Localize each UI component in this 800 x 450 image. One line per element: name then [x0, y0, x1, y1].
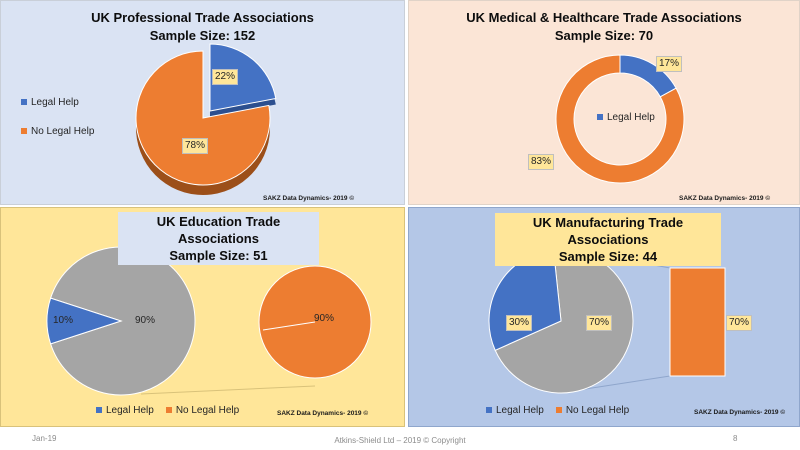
chart-title-box: UK Education Trade Associations Sample S…	[118, 212, 319, 265]
pie-slice-no-legal-help	[49, 246, 196, 396]
credit-text: SAKZ Data Dynamics- 2019 ©	[679, 195, 771, 202]
chart-title: UK Education Trade Associations	[156, 214, 281, 246]
legend-swatch	[555, 407, 562, 414]
legend-swatch	[96, 407, 102, 414]
legend: Legal Help No Legal Help	[486, 405, 641, 416]
doughnut-segment-no-legal-help	[555, 54, 685, 184]
legend-swatch	[597, 114, 603, 121]
legend-swatch	[165, 407, 172, 414]
legend-label: No Legal Help	[31, 126, 95, 137]
legend: Legal Help No Legal Help	[96, 405, 251, 416]
data-label-legal-help: 22%	[212, 69, 239, 85]
secondary-pie-divider	[262, 321, 316, 331]
legend-item-no-legal-help: No Legal Help	[21, 126, 94, 137]
chart-panel-medical: UK Medical & Healthcare Trade Associatio…	[408, 0, 800, 205]
legend-label: Legal Help	[31, 97, 79, 108]
chart-title: UK Professional Trade Associations	[91, 10, 314, 25]
chart-subtitle: Sample Size: 70	[554, 28, 654, 43]
data-label-secondary: 90%	[314, 313, 335, 324]
chart-panel-professional: UK Professional Trade Associations Sampl…	[0, 0, 405, 205]
chart-panel-education: UK Education Trade Associations Sample S…	[0, 207, 405, 427]
chart-title-box: UK Manufacturing Trade Associations Samp…	[495, 213, 721, 266]
data-label-legal-help: 17%	[656, 56, 683, 72]
credit-text: SAKZ Data Dynamics- 2019 ©	[277, 410, 369, 417]
pie-slice-legal-help	[209, 43, 277, 112]
secondary-bar-no-legal-help	[669, 267, 726, 377]
bar-of-pie-chart-manufacturing	[488, 248, 726, 394]
data-label-legal-help: 10%	[53, 315, 74, 326]
data-label-no-legal-help: 83%	[528, 154, 555, 170]
footer-date: Jan-19	[32, 434, 57, 443]
legend-item-no-legal-help: No Legal Help	[165, 405, 240, 416]
doughnut-chart-medical	[555, 54, 685, 184]
pie-chart-professional	[135, 43, 277, 196]
connector-line-bottom	[578, 375, 671, 391]
chart-subtitle: Sample Size: 152	[149, 28, 256, 43]
legend-item-no-legal-help: No Legal Help	[555, 405, 630, 416]
legend-item-legal-help: Legal Help	[96, 405, 154, 416]
connector-line-bottom	[140, 385, 316, 395]
chart-subtitle: Sample Size: 44	[558, 249, 658, 264]
pie-slice-legal-help	[46, 297, 123, 345]
legend-swatch	[486, 407, 492, 414]
legend-swatch	[21, 99, 27, 106]
legend-label: No Legal Help	[175, 405, 240, 416]
chart-title: UK Medical & Healthcare Trade Associatio…	[466, 10, 742, 25]
footer-page-number: 8	[733, 434, 738, 443]
pie-of-pie-chart-education	[46, 246, 372, 396]
credit-text: SAKZ Data Dynamics- 2019 ©	[263, 195, 355, 202]
footer-copyright: Atkins-Shield Ltd – 2019 © Copyright	[334, 436, 466, 445]
chart-panel-manufacturing: UK Manufacturing Trade Associations Samp…	[408, 207, 800, 427]
data-label-no-legal-help: 78%	[182, 138, 209, 154]
legend-item-legal-help: Legal Help	[597, 112, 655, 123]
legend-item-legal-help: Legal Help	[21, 97, 79, 108]
pie-slice-no-legal-help	[135, 50, 271, 186]
data-label-secondary: 70%	[726, 315, 753, 331]
chart-subtitle: Sample Size: 51	[169, 248, 268, 263]
legend-label: Legal Help	[106, 405, 154, 416]
legend-label: Legal Help	[607, 112, 655, 123]
data-label-no-legal-help: 90%	[135, 315, 156, 326]
legend-swatch	[21, 128, 27, 135]
legend-item-legal-help: Legal Help	[486, 405, 544, 416]
chart-title: UK Manufacturing Trade Associations	[532, 215, 684, 247]
data-label-no-legal-help: 70%	[586, 315, 613, 331]
legend-label: No Legal Help	[565, 405, 630, 416]
credit-text: SAKZ Data Dynamics- 2019 ©	[694, 409, 786, 416]
legend-label: Legal Help	[496, 405, 544, 416]
data-label-legal-help: 30%	[506, 315, 533, 331]
